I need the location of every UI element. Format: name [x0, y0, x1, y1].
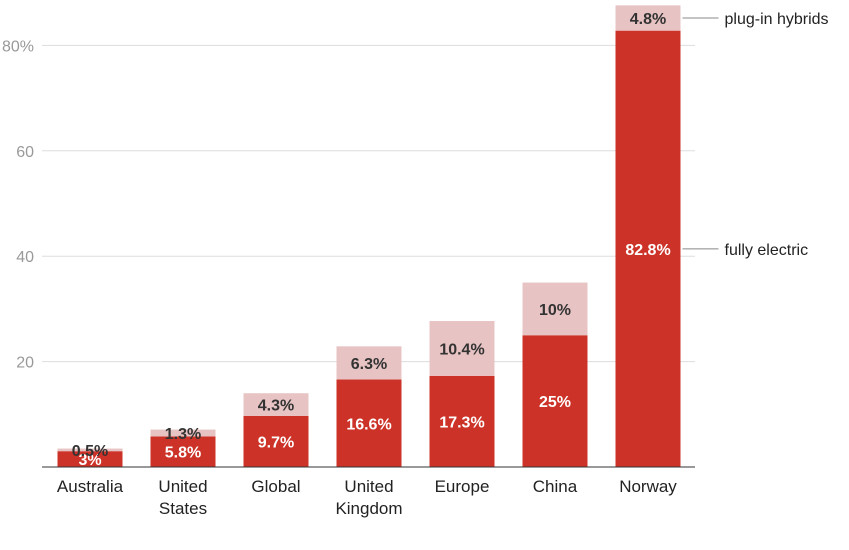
- data-label-fully-electric: 9.7%: [258, 434, 294, 451]
- x-tick-label: United: [344, 477, 393, 496]
- data-label-plug-in-hybrids: 6.3%: [351, 356, 387, 373]
- y-tick-label: 80%: [2, 38, 34, 55]
- x-tick-label: Europe: [435, 477, 490, 496]
- data-label-fully-electric: 3%: [78, 452, 101, 469]
- data-label-plug-in-hybrids: 0.5%: [72, 443, 108, 460]
- bar-fully-electric: [243, 415, 309, 467]
- bar-plug-in-hybrids: [336, 346, 402, 380]
- data-label-plug-in-hybrids: 1.3%: [165, 426, 201, 443]
- bar-plug-in-hybrids: [522, 282, 588, 336]
- bar-fully-electric: [150, 436, 216, 467]
- gridlines: [42, 44, 695, 363]
- bar-fully-electric: [429, 375, 495, 467]
- x-tick-label: China: [533, 477, 578, 496]
- data-label-plug-in-hybrids: 4.8%: [630, 11, 666, 28]
- x-tick-label: United: [158, 477, 207, 496]
- y-axis: 20 40 60 80%: [2, 38, 34, 371]
- bar-fully-electric: [615, 30, 681, 467]
- bar-plug-in-hybrids: [57, 448, 123, 452]
- data-label-plug-in-hybrids: 4.3%: [258, 398, 294, 415]
- bar-plug-in-hybrids: [429, 321, 495, 376]
- bar-fully-electric: [57, 451, 123, 467]
- bar-labels: 3%0.5% 5.8% 1.3% 9.7% 4.3% 16.6% 6.3% 17.3% 10.4…: [72, 11, 671, 469]
- data-label-plug-in-hybrids: 10.4%: [439, 341, 484, 358]
- data-label-fully-electric: 5.8%: [165, 445, 201, 462]
- bar-plug-in-hybrids: [243, 393, 309, 416]
- data-label-plug-in-hybrids: 10%: [539, 302, 571, 319]
- x-tick-label: Australia: [57, 477, 124, 496]
- bar-plug-in-hybrids: [615, 5, 681, 31]
- data-label-fully-electric: 25%: [539, 394, 571, 411]
- y-tick-label: 20: [16, 355, 34, 372]
- bar-fully-electric: [522, 335, 588, 467]
- bar-plug-in-hybrids: [150, 429, 216, 437]
- data-label-fully-electric: 16.6%: [346, 416, 391, 433]
- bars: [57, 5, 681, 467]
- x-tick-label: Kingdom: [335, 499, 402, 518]
- x-tick-label: States: [159, 499, 207, 518]
- series-annotations: plug-in hybrids fully electric: [682, 11, 829, 259]
- annotation-plug-in-hybrids: plug-in hybrids: [725, 11, 829, 28]
- bar-fully-electric: [336, 379, 402, 467]
- y-tick-label: 60: [16, 144, 34, 161]
- x-tick-label: Norway: [619, 477, 677, 496]
- x-axis: Australia United States Global United Kingdom…: [42, 466, 695, 518]
- y-tick-label: 40: [16, 249, 34, 266]
- x-tick-label: Global: [251, 477, 300, 496]
- data-label-fully-electric: 17.3%: [439, 414, 484, 431]
- data-label-fully-electric: 82.8%: [625, 242, 670, 259]
- annotation-fully-electric: fully electric: [725, 242, 809, 259]
